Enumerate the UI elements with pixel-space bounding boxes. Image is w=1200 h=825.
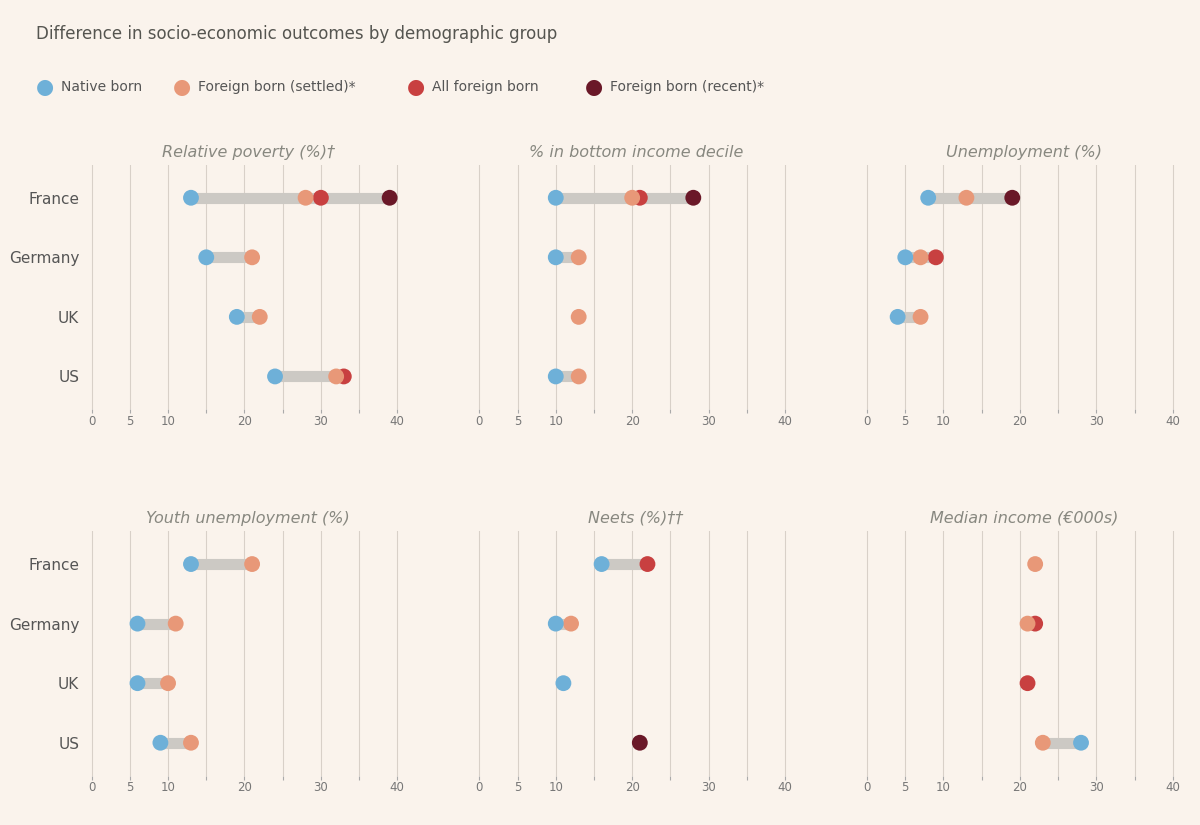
Point <box>311 191 330 205</box>
Point <box>569 310 588 323</box>
Text: All foreign born: All foreign born <box>432 80 539 93</box>
Text: ●: ● <box>36 77 54 97</box>
Point <box>181 558 200 571</box>
Point <box>546 617 565 630</box>
Text: Difference in socio-economic outcomes by demographic group: Difference in socio-economic outcomes by… <box>36 25 557 43</box>
Point <box>1003 191 1022 205</box>
Point <box>1018 617 1037 630</box>
Point <box>638 558 658 571</box>
Point <box>1018 676 1037 690</box>
Point <box>158 676 178 690</box>
Text: Foreign born (settled)*: Foreign born (settled)* <box>198 80 355 93</box>
Point <box>1033 736 1052 749</box>
Title: Relative poverty (%)†: Relative poverty (%)† <box>162 144 335 160</box>
Text: Native born: Native born <box>61 80 143 93</box>
Point <box>265 370 284 383</box>
Point <box>296 191 316 205</box>
Point <box>623 191 642 205</box>
Point <box>562 617 581 630</box>
Title: Unemployment (%): Unemployment (%) <box>946 144 1102 160</box>
Point <box>166 617 185 630</box>
Point <box>926 251 946 264</box>
Title: Neets (%)††: Neets (%)†† <box>588 511 684 526</box>
Point <box>911 310 930 323</box>
Point <box>630 191 649 205</box>
Point <box>546 370 565 383</box>
Point <box>630 736 649 749</box>
Point <box>128 617 148 630</box>
Text: Foreign born (recent)*: Foreign born (recent)* <box>610 80 763 93</box>
Point <box>569 370 588 383</box>
Point <box>554 676 574 690</box>
Point <box>911 251 930 264</box>
Text: ●: ● <box>407 77 425 97</box>
Point <box>1026 617 1045 630</box>
Point <box>335 370 354 383</box>
Title: % in bottom income decile: % in bottom income decile <box>529 144 743 160</box>
Point <box>128 676 148 690</box>
Point <box>197 251 216 264</box>
Point <box>546 251 565 264</box>
Point <box>242 558 262 571</box>
Point <box>181 191 200 205</box>
Point <box>956 191 976 205</box>
Point <box>569 251 588 264</box>
Point <box>151 736 170 749</box>
Point <box>684 191 703 205</box>
Point <box>380 191 400 205</box>
Point <box>888 310 907 323</box>
Point <box>1072 736 1091 749</box>
Point <box>250 310 269 323</box>
Title: Youth unemployment (%): Youth unemployment (%) <box>146 511 350 526</box>
Text: ●: ● <box>173 77 191 97</box>
Point <box>181 736 200 749</box>
Text: ●: ● <box>584 77 602 97</box>
Title: Median income (€000s): Median income (€000s) <box>930 511 1118 526</box>
Point <box>918 191 937 205</box>
Point <box>1026 558 1045 571</box>
Point <box>546 191 565 205</box>
Point <box>227 310 246 323</box>
Point <box>895 251 914 264</box>
Point <box>592 558 611 571</box>
Point <box>326 370 346 383</box>
Point <box>242 251 262 264</box>
